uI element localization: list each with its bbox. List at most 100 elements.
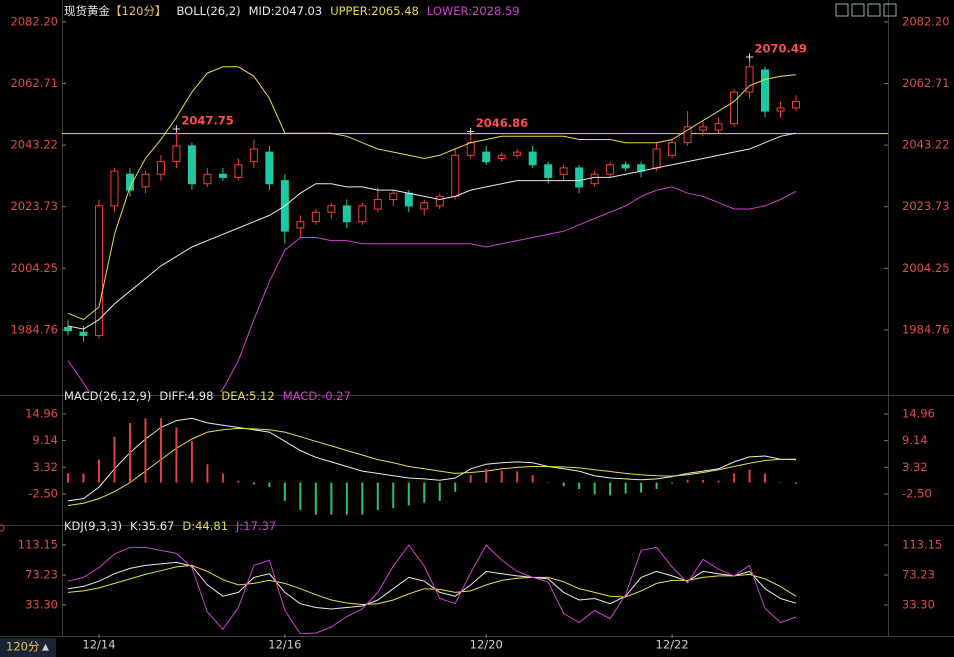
candle-body	[621, 164, 630, 169]
x-tick-label: 12/20	[470, 638, 503, 652]
period-tab[interactable]	[0, 638, 56, 657]
indicator-line	[67, 132, 797, 330]
y-tick-label: 3.32	[32, 460, 58, 474]
macd-bar	[485, 468, 488, 483]
candle-body	[792, 101, 800, 109]
macd-bar	[314, 482, 317, 515]
y-tick-label-right: 9.14	[902, 433, 928, 447]
annotation: 2047.75	[181, 113, 233, 127]
high-marker: +	[745, 49, 755, 63]
candle-body	[652, 148, 661, 169]
candle-body	[79, 331, 88, 336]
macd-bar	[779, 482, 782, 483]
legend-title: 现货黄金	[64, 4, 110, 18]
macd-bar	[144, 418, 147, 483]
toolbar-icons[interactable]	[835, 3, 897, 17]
y-tick-label-right: 1984.76	[902, 322, 950, 336]
icon[interactable]	[867, 3, 881, 17]
candle-body	[64, 327, 72, 332]
macd-bar	[252, 482, 255, 485]
candle-body	[513, 151, 522, 156]
y-tick-label: -2.50	[28, 487, 58, 501]
y-tick-label-right: 113.15	[902, 537, 942, 551]
candle-body	[404, 192, 413, 207]
high-marker: +	[172, 121, 182, 135]
y-tick-label: 9.14	[32, 433, 58, 447]
candle-body	[110, 170, 119, 207]
candle-body	[327, 205, 336, 213]
candle-body	[606, 164, 615, 175]
legend-indicator: BOLL(26,2)	[176, 4, 240, 18]
candle-body	[528, 151, 537, 166]
candle-body	[94, 205, 103, 336]
macd-bar	[671, 482, 674, 484]
candle-body	[125, 173, 134, 191]
macd-bar	[562, 482, 565, 487]
candle-body	[683, 126, 692, 144]
y-tick-label-right: 2082.20	[902, 14, 950, 28]
icon[interactable]	[851, 3, 865, 17]
icon[interactable]	[835, 3, 849, 17]
indicator-line	[67, 66, 797, 321]
candle-body	[699, 126, 708, 131]
x-tick-label: 12/14	[82, 638, 115, 652]
y-tick-label: 113.15	[18, 537, 58, 551]
macd-bar	[500, 470, 503, 483]
y-tick-label-right: 2062.71	[902, 76, 950, 90]
legend-entry: J:17.37	[235, 519, 276, 533]
y-tick-label: 2062.71	[10, 76, 58, 90]
macd-bar	[113, 436, 116, 483]
icon[interactable]	[883, 3, 897, 17]
macd-bar	[206, 464, 209, 483]
macd-bar	[593, 482, 596, 495]
indicator-line	[67, 186, 797, 392]
y-tick-label-right: -2.50	[902, 487, 932, 501]
macd-bar	[175, 427, 178, 483]
macd-bar	[268, 482, 271, 488]
candle-body	[389, 192, 398, 201]
candle-body	[761, 69, 770, 112]
candle-body	[373, 199, 382, 210]
legend-period: 【120分】	[110, 4, 166, 18]
candle-body	[590, 173, 599, 185]
annotation: 2070.49	[755, 41, 807, 55]
candle-body	[234, 164, 243, 178]
tab-arrow[interactable]: ▲	[42, 643, 49, 653]
macd-bar	[67, 473, 69, 483]
legend-indicator: MACD(26,12,9)	[64, 389, 151, 403]
legend-indicator: KDJ(9,3,3)	[64, 519, 122, 533]
y-tick-label: 14.96	[25, 406, 58, 420]
macd-bar	[609, 482, 612, 496]
macd-bar	[624, 482, 627, 494]
period-selector[interactable]: 120分	[6, 640, 40, 654]
y-tick-label-right: 33.30	[902, 597, 935, 611]
candle-body	[203, 173, 212, 185]
macd-bar	[345, 482, 348, 515]
macd-bar	[640, 482, 643, 493]
macd-bar	[655, 482, 658, 489]
y-tick-label-right: 2004.25	[902, 261, 950, 275]
y-tick-label-right: 2043.22	[902, 138, 950, 152]
y-tick-label: 1984.76	[10, 322, 58, 336]
macd-bar	[516, 471, 519, 483]
macd-bar	[764, 473, 767, 483]
macd-bar	[748, 469, 751, 483]
macd-bar	[97, 459, 100, 483]
high-marker: +	[466, 124, 476, 138]
indicator-line	[67, 544, 797, 634]
candle-body	[358, 205, 367, 223]
y-tick-label-right: 2023.73	[902, 199, 950, 213]
macd-bar	[578, 482, 581, 489]
candle-body	[342, 205, 351, 223]
candle-body	[544, 164, 553, 178]
candle-body	[451, 154, 460, 197]
legend: KDJ(9,3,3) K:35.67 D:44.81 J:17.37	[64, 519, 276, 533]
y-tick-label: 2023.73	[10, 199, 58, 213]
candle-body	[249, 148, 258, 163]
macd-bar	[361, 482, 364, 515]
x-tick-label: 12/22	[656, 638, 689, 652]
candle-body	[187, 145, 196, 185]
macd-bar	[330, 482, 333, 515]
